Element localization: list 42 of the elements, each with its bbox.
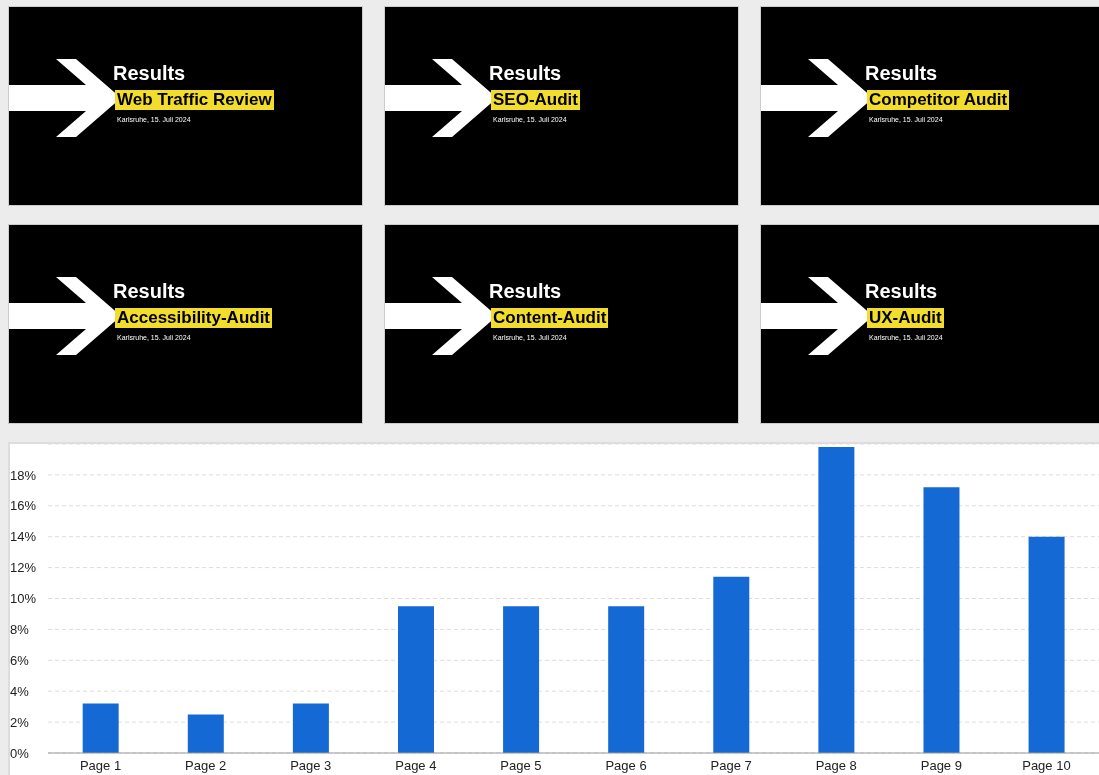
x-tick-label: Page 1 (79, 758, 122, 774)
text: Results (113, 62, 186, 85)
y-tick-label: 16% (10, 498, 37, 514)
text: Results (113, 280, 186, 303)
text: Results (489, 62, 562, 85)
y-tick-label: 8% (10, 622, 30, 638)
bar (82, 703, 119, 753)
text: Competitor Audit (867, 90, 1010, 110)
text: Content-Audit (491, 308, 609, 328)
bar (292, 703, 329, 753)
x-tick-label: Page 4 (395, 758, 437, 774)
x-tick-label: Page 6 (605, 758, 647, 774)
y-tick-label: 4% (10, 683, 30, 699)
x-tick-label: Page 3 (290, 758, 332, 774)
text: Web Traffic Review (115, 90, 274, 110)
x-tick-label: Page 2 (185, 758, 227, 774)
bar (608, 606, 645, 753)
bar (503, 606, 540, 753)
text: SEO-Audit (491, 90, 580, 110)
bar (187, 714, 224, 753)
y-tick-label: 12% (10, 560, 37, 576)
text: Accessibility-Audit (115, 308, 273, 328)
bar (1028, 536, 1065, 753)
y-tick-label: 14% (10, 529, 37, 545)
y-tick-label: 0% (10, 745, 30, 761)
bar (713, 576, 750, 753)
text: Results (865, 62, 938, 85)
y-tick-label: 18% (10, 467, 37, 483)
text: Results (865, 280, 938, 303)
x-tick-label: Page 10 (1022, 758, 1071, 774)
text: Results (489, 280, 562, 303)
bar (818, 447, 855, 753)
bar (923, 487, 960, 753)
x-tick-label: Page 8 (815, 758, 857, 774)
y-tick-label: 10% (10, 591, 37, 607)
x-tick-label: Page 5 (500, 758, 542, 774)
y-tick-label: 2% (10, 714, 30, 730)
x-tick-label: Page 9 (920, 758, 962, 774)
y-tick-label: 6% (10, 652, 30, 668)
text: UX-Audit (867, 308, 944, 328)
bar (397, 606, 434, 753)
x-tick-label: Page 7 (710, 758, 752, 774)
